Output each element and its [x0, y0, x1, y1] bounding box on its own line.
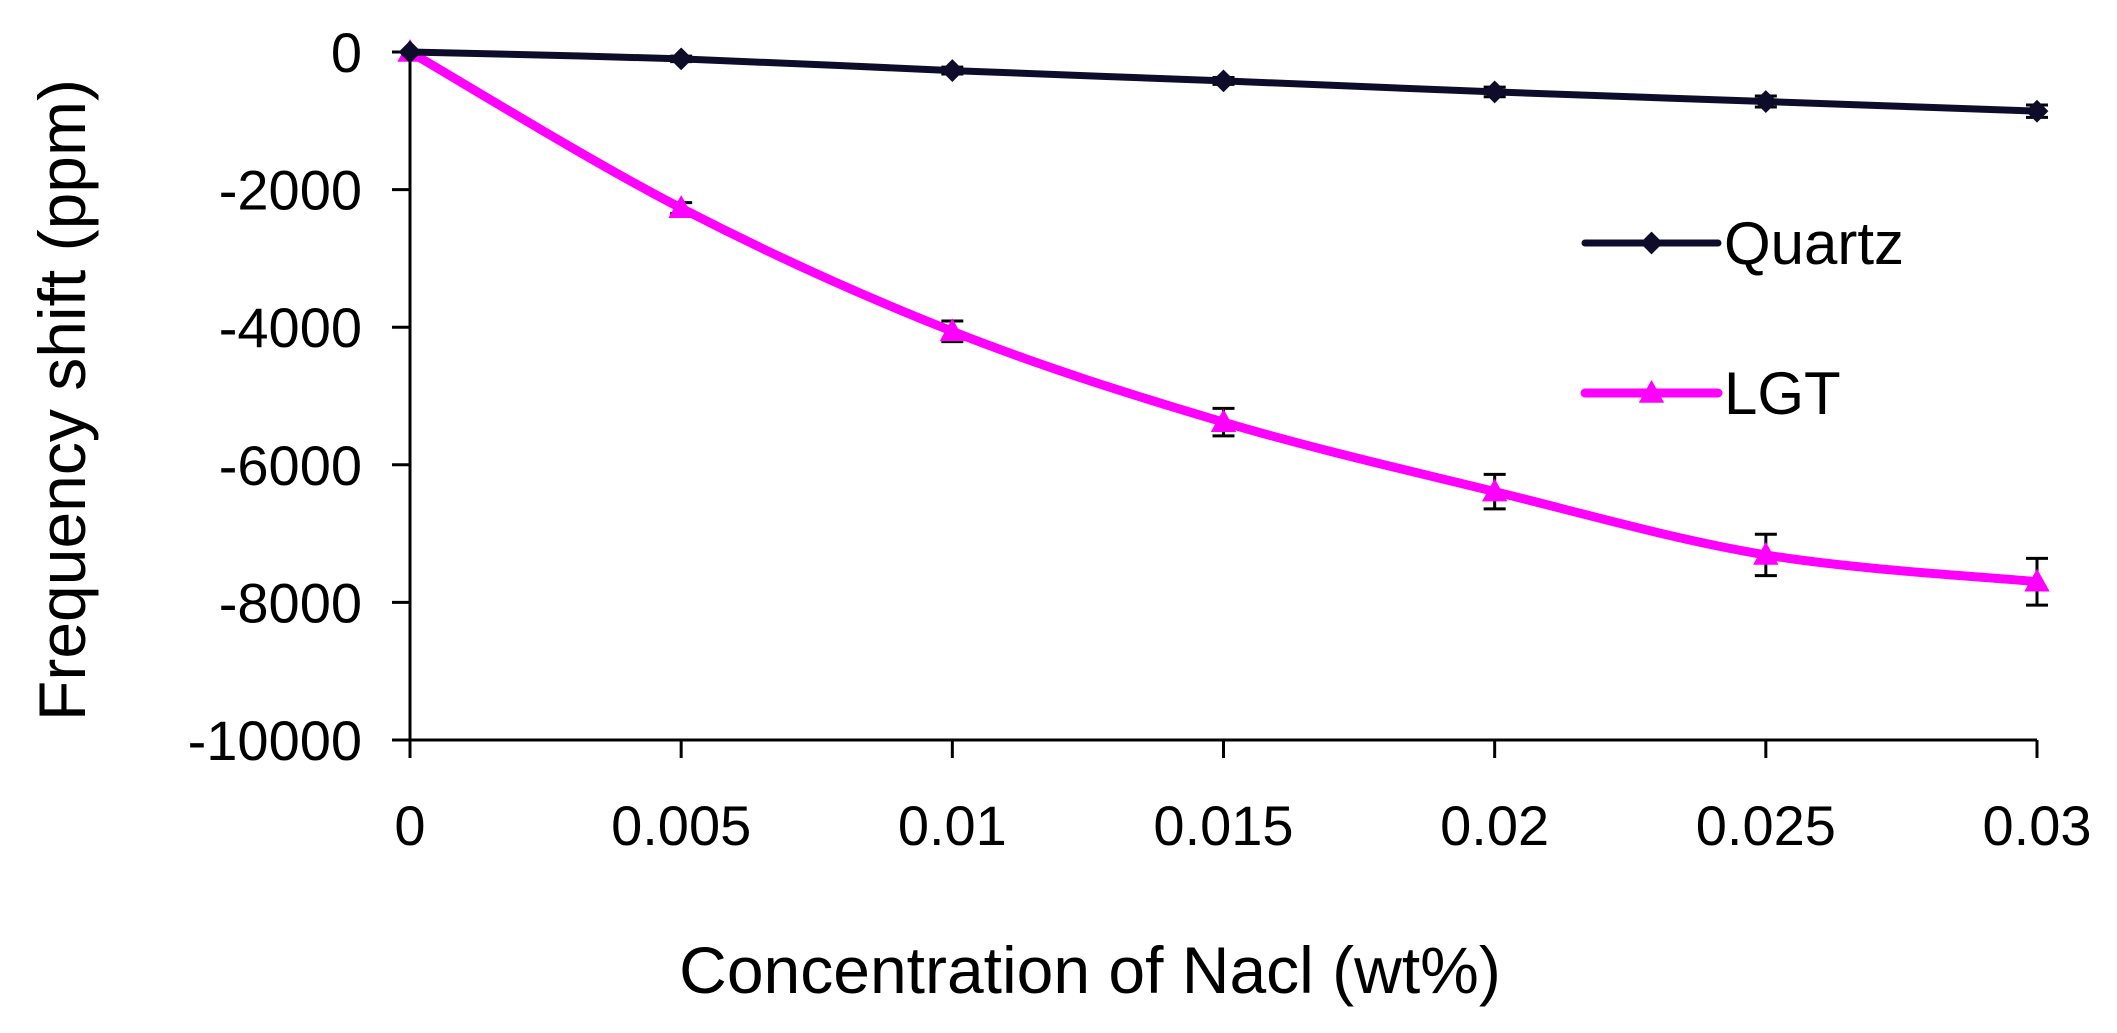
x-tick-label: 0.02 — [1440, 794, 1549, 857]
legend-label-quartz: Quartz — [1724, 210, 1904, 277]
y-tick-label: -10000 — [188, 709, 362, 772]
legend-marker-lgt — [1638, 379, 1665, 403]
x-tick-label: 0.015 — [1153, 794, 1293, 857]
data-point-quartz — [398, 40, 422, 64]
y-tick-label: -2000 — [219, 159, 362, 222]
x-tick-label: 0.03 — [1983, 794, 2092, 857]
series — [397, 38, 2050, 607]
data-point-quartz — [1212, 69, 1235, 93]
y-tick-label: -8000 — [219, 571, 362, 634]
y-axis-title: Frequency shift (ppm) — [25, 79, 99, 721]
data-point-lgt — [2024, 568, 2050, 592]
data-point-quartz — [1483, 80, 1507, 104]
legend: Quartz LGT — [1580, 210, 1904, 427]
x-tick-label: 0 — [394, 794, 425, 857]
data-point-lgt — [939, 318, 966, 342]
data-point-lgt — [668, 195, 694, 218]
series-line-lgt — [405, 47, 2042, 587]
legend-marker-shape — [1638, 379, 1665, 403]
x-tick-label: 0.005 — [611, 794, 751, 857]
data-point-quartz — [1754, 90, 1778, 113]
y-tick-label: 0 — [331, 21, 362, 84]
legend-marker-quartz — [1640, 231, 1663, 255]
data-point-lgt — [1753, 541, 1779, 565]
legend-label-lgt: LGT — [1724, 360, 1841, 427]
series-lgt — [397, 38, 2050, 607]
x-tick-label: 0.025 — [1696, 794, 1836, 857]
data-point-quartz — [2025, 99, 2049, 123]
series-quartz — [398, 40, 2049, 123]
data-point-lgt — [1210, 409, 1237, 432]
x-tick-label: 0.01 — [898, 794, 1007, 857]
y-tick-label: -4000 — [219, 296, 362, 359]
ticks: 0 -2000 -4000 -6000 -8000 -10000 0 0.005 0.01 0.0… — [188, 21, 2092, 857]
data-point-quartz — [669, 47, 693, 71]
data-point-lgt — [1481, 478, 1508, 502]
x-axis-title: Concentration of Nacl (wt%) — [679, 933, 1501, 1007]
data-point-quartz — [940, 59, 964, 82]
legend-marker-shape — [1640, 231, 1663, 255]
y-tick-label: -6000 — [219, 434, 362, 497]
